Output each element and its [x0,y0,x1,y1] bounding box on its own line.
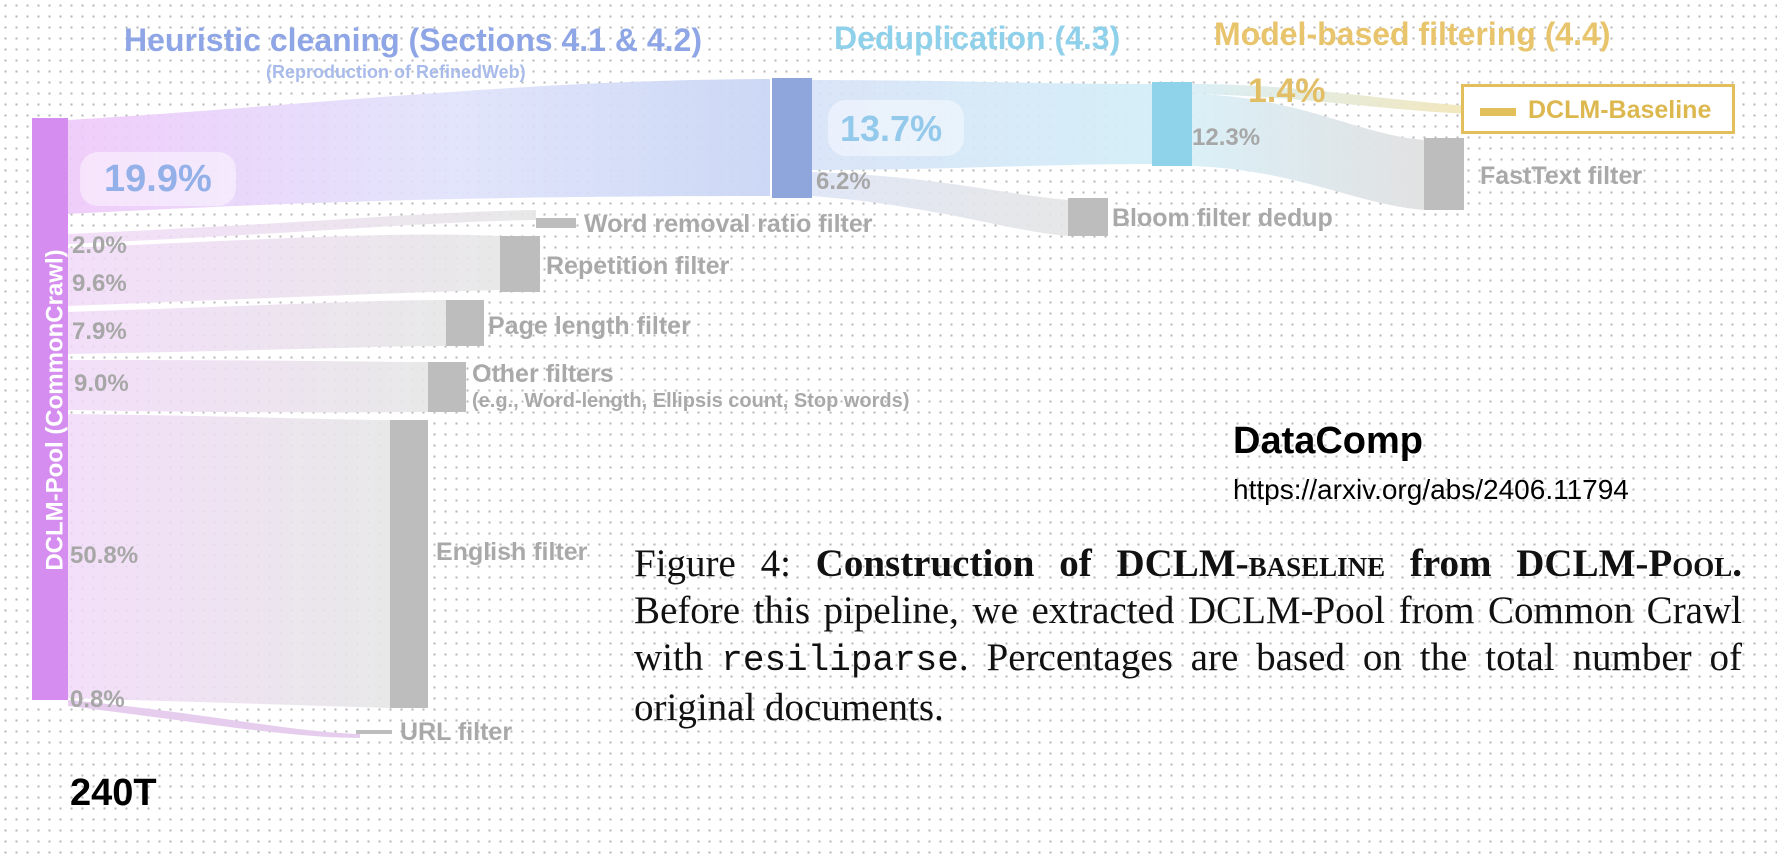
word-removal-pct: 2.0% [72,232,127,259]
caption-code: resiliparse [721,640,959,681]
pool-label-text: DCLM-Pool (CommonCrawl) [42,249,69,571]
flow-english [68,414,390,708]
dedup-stage-title: Deduplication (4.3) [834,20,1121,56]
pool-label: DCLM-Pool (CommonCrawl) [36,120,76,700]
english-node [390,420,428,708]
caption-title-a: Construction of DCLM- [815,542,1249,585]
dclm-baseline-box: DCLM-Baseline [1461,84,1735,134]
page-length-node [446,300,484,346]
url-node [356,730,392,734]
bloom-removed-pct: 6.2% [816,168,871,195]
pool-token-count: 240T [70,772,157,814]
flow-repetition [68,234,500,306]
reference-title: DataComp [1233,420,1424,462]
url-pct: 0.8% [70,686,125,713]
dclm-baseline-node [1480,108,1516,116]
heuristic-stage-subtitle: (Reproduction of RefinedWeb) [266,62,526,82]
flow-page-length [68,300,446,354]
pool-node [32,118,68,700]
other-filters-label: Other filters [472,360,614,388]
english-pct: 50.8% [70,542,139,569]
flow-dclm-baseline [1192,84,1470,114]
heuristic-output-node [772,78,812,198]
other-filters-pct: 9.0% [74,370,129,397]
caption-title-b: baseline [1248,542,1386,585]
caption-text-a: Before this pipeline, we extracted DCLM-… [634,589,1742,679]
page-length-label: Page length filter [488,312,691,340]
repetition-node [500,236,540,292]
bloom-node [1068,198,1108,236]
flow-bloom-removed [812,172,1070,236]
repetition-pct: 9.6% [72,270,127,297]
other-filters-sublabel: (e.g., Word-length, Ellipsis count, Stop… [472,390,910,412]
heuristic-remaining-pct: 19.9% [104,158,212,200]
flow-other-filters [68,360,428,413]
caption-figure-number: Figure 4: [634,542,791,585]
dedup-output-node [1152,82,1192,166]
caption-text-b: . Percentages are based on the total num… [634,636,1742,729]
pct-pill-dedup [828,100,964,156]
url-label: URL filter [400,718,513,746]
other-filters-node [428,362,466,412]
word-removal-node [536,218,576,228]
flow-heuristic-remaining [68,79,770,214]
fasttext-node [1424,138,1464,210]
english-label: English filter [436,538,588,566]
flow-word-removal [68,210,536,244]
dedup-remaining-pct: 13.7% [840,108,943,149]
caption-title-d: Pool. [1648,542,1742,585]
fasttext-label: FastText filter [1480,162,1643,190]
word-removal-label: Word removal ratio filter [584,210,873,238]
figure-caption: Figure 4: Construction of DCLM-baseline … [634,540,1742,731]
repetition-label: Repetition filter [546,252,730,280]
heuristic-stage-title: Heuristic cleaning (Sections 4.1 & 4.2) [124,22,702,58]
flow-fasttext-removed [1192,94,1426,210]
fasttext-removed-pct: 12.3% [1192,124,1261,151]
page-length-pct: 7.9% [72,318,127,345]
pct-pill-heuristic [80,152,236,206]
model-stage-title: Model-based filtering (4.4) [1214,16,1611,52]
bloom-label: Bloom filter dedup [1112,204,1333,232]
caption-title-c: from DCLM- [1385,542,1649,585]
reference-url: https://arxiv.org/abs/2406.11794 [1233,474,1629,505]
flow-url [68,700,360,738]
flow-dedup-remaining [812,80,1152,170]
model-remaining-pct: 1.4% [1248,72,1326,110]
dclm-baseline-label: DCLM-Baseline [1528,96,1712,124]
